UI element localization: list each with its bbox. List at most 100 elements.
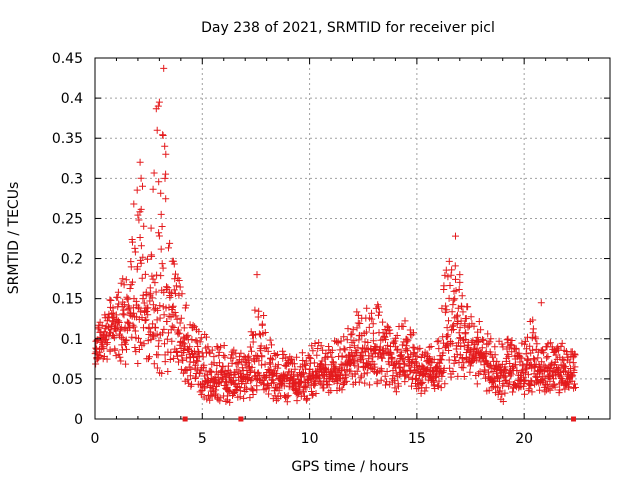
data-point	[319, 346, 327, 354]
data-point	[131, 327, 139, 335]
data-point	[375, 311, 382, 319]
data-point	[170, 324, 178, 331]
data-point	[179, 339, 187, 347]
data-point	[328, 353, 336, 361]
data-point	[480, 370, 488, 378]
data-point	[145, 355, 152, 363]
data-point	[153, 364, 161, 372]
data-point	[175, 358, 182, 366]
data-point	[153, 126, 161, 134]
data-point	[435, 345, 443, 353]
data-point	[435, 377, 443, 385]
data-point	[365, 323, 373, 331]
data-point	[484, 330, 492, 338]
data-point	[455, 339, 462, 347]
data-point	[307, 354, 315, 362]
data-point	[571, 351, 579, 359]
data-point	[257, 347, 264, 355]
data-point	[192, 373, 200, 381]
data-point	[512, 361, 519, 369]
data-point	[280, 382, 288, 390]
data-point	[441, 271, 449, 279]
data-point	[182, 301, 190, 309]
data-point	[128, 333, 136, 341]
data-point	[122, 276, 130, 284]
data-point	[531, 363, 539, 371]
data-point	[131, 344, 139, 351]
data-point	[207, 367, 215, 375]
data-point	[149, 275, 157, 283]
data-point	[521, 376, 529, 384]
data-point	[174, 352, 181, 360]
data-point	[171, 275, 179, 283]
data-point	[158, 223, 166, 230]
data-point	[184, 376, 192, 384]
data-point	[159, 264, 167, 272]
data-point	[358, 355, 366, 363]
data-point	[235, 368, 243, 376]
data-point	[257, 342, 265, 350]
data-point	[115, 350, 123, 358]
data-point	[524, 371, 532, 379]
data-point	[119, 275, 127, 283]
data-point	[529, 325, 537, 333]
data-point	[301, 360, 308, 368]
data-point	[462, 315, 470, 322]
data-point	[357, 349, 365, 357]
data-point	[572, 384, 579, 391]
data-point	[180, 347, 188, 354]
data-point	[267, 366, 275, 374]
data-point	[543, 381, 551, 389]
data-point	[274, 361, 282, 369]
data-point	[454, 311, 461, 319]
data-point	[116, 353, 124, 361]
data-point	[96, 352, 104, 359]
data-point	[279, 347, 287, 355]
data-point	[475, 318, 483, 325]
data-point	[130, 309, 138, 317]
data-point	[310, 359, 318, 367]
data-point	[466, 362, 474, 370]
data-point	[183, 333, 191, 341]
data-point	[495, 337, 503, 345]
data-point	[558, 339, 566, 347]
y-tick-label: 0.05	[52, 372, 83, 388]
data-point	[236, 393, 244, 401]
data-point	[477, 326, 485, 334]
data-point	[145, 325, 153, 333]
data-point	[346, 344, 354, 351]
data-point	[448, 308, 456, 316]
data-point	[164, 368, 172, 375]
data-point	[137, 205, 145, 213]
data-point	[303, 394, 311, 402]
data-point	[375, 308, 383, 316]
data-point	[270, 379, 278, 387]
data-point	[248, 363, 256, 371]
data-point	[279, 378, 287, 386]
y-tick-label: 0.1	[61, 332, 83, 348]
data-point	[393, 346, 401, 354]
data-point	[130, 200, 138, 208]
data-point	[388, 355, 396, 363]
data-point	[455, 286, 463, 293]
y-tick-label: 0.4	[61, 91, 83, 107]
data-point	[255, 357, 263, 365]
data-point	[267, 354, 275, 362]
data-point	[261, 329, 269, 336]
data-point	[395, 364, 403, 372]
data-point	[114, 293, 122, 301]
data-point	[168, 322, 176, 330]
data-point	[176, 283, 184, 291]
data-point	[556, 386, 564, 394]
data-point	[499, 343, 507, 351]
data-point	[369, 337, 377, 345]
data-point	[404, 336, 412, 344]
data-point	[340, 333, 348, 341]
data-point	[136, 338, 144, 346]
data-point	[557, 342, 565, 350]
data-point	[392, 388, 400, 396]
data-point	[446, 282, 454, 289]
data-point	[143, 308, 151, 315]
data-point	[106, 296, 114, 304]
